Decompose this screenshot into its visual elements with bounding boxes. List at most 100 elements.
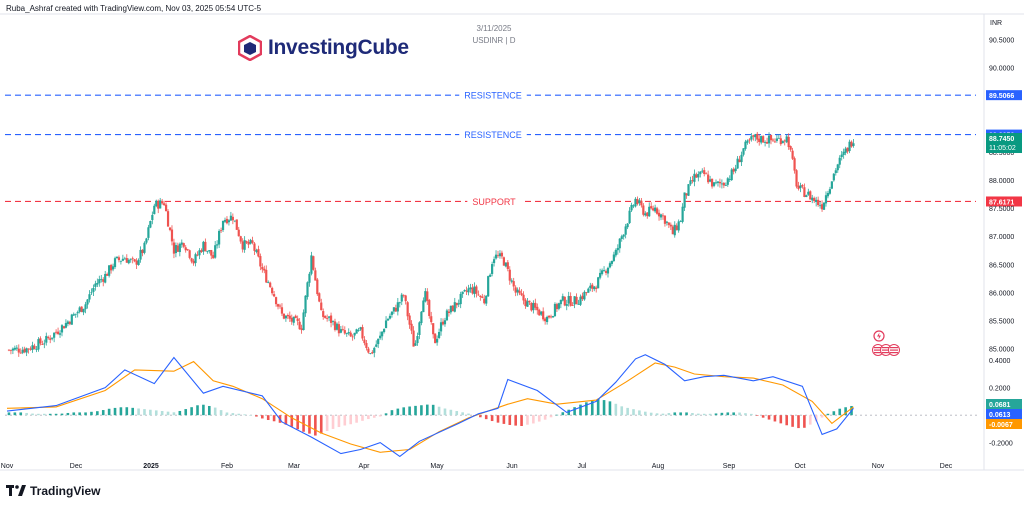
- candle-body: [373, 347, 376, 353]
- candle-body: [239, 236, 242, 242]
- price-tick-label: 85.0000: [989, 347, 1014, 354]
- macd-histogram-bar: [673, 412, 677, 416]
- candle-body: [522, 294, 525, 301]
- candle-body: [430, 316, 433, 323]
- candle-body: [333, 321, 337, 330]
- candle-body: [844, 148, 847, 153]
- macd-histogram-bar: [84, 412, 87, 416]
- candle-body: [292, 316, 295, 323]
- macd-histogram-bar: [154, 410, 158, 416]
- macd-histogram-bar: [420, 405, 423, 416]
- level-label-bg: [459, 129, 527, 142]
- candle-body: [848, 141, 851, 152]
- candle-body: [367, 348, 370, 353]
- macd-histogram-bar: [66, 412, 70, 416]
- macd-histogram-bar: [31, 413, 34, 416]
- macd-histogram-bar: [343, 415, 347, 426]
- candle-body: [826, 193, 830, 197]
- candle-body: [553, 303, 557, 316]
- candle-body: [43, 343, 46, 345]
- candle-body: [90, 292, 93, 294]
- macd-histogram-bar: [602, 400, 606, 416]
- candle-body: [549, 316, 553, 318]
- candle-body: [125, 258, 128, 263]
- candle-body: [577, 303, 580, 305]
- candle-body: [437, 331, 441, 338]
- macd-histogram-bar: [213, 407, 217, 416]
- candle-body: [377, 338, 380, 345]
- time-axis: Nov Dec 2025 Feb Mar Apr May Jun Jul Aug Sep Oct Nov…: [1, 463, 953, 470]
- macd-tick-label: 0.4000: [989, 358, 1011, 365]
- candle-body: [724, 185, 727, 187]
- level-label-bg: [459, 89, 527, 102]
- candle-body: [408, 315, 411, 325]
- candle-body: [457, 303, 460, 305]
- candle-body: [675, 225, 678, 230]
- macd-histogram-bar: [43, 413, 46, 416]
- candle-body: [7, 349, 11, 351]
- macd-histogram-bar: [90, 411, 93, 416]
- macd-histogram-bar: [361, 415, 364, 421]
- macd-histogram-bar: [414, 405, 417, 416]
- candle-body: [35, 349, 38, 350]
- resistance-label: RESISTENCE: [464, 91, 522, 101]
- candle-body: [445, 310, 449, 321]
- time-tick-label: Nov: [872, 463, 885, 470]
- candle-body: [223, 219, 227, 222]
- candle-body: [178, 243, 181, 253]
- candle-body: [267, 282, 270, 283]
- candle-body: [335, 323, 339, 330]
- candle-body: [612, 254, 615, 261]
- candle-body: [795, 170, 798, 187]
- candle-body: [565, 304, 568, 306]
- candle-body: [164, 204, 168, 212]
- candle-body: [542, 311, 545, 320]
- candle-body: [426, 291, 429, 301]
- candle-body: [695, 174, 698, 178]
- macd-histogram-bar: [626, 407, 629, 416]
- candle-body: [218, 230, 221, 245]
- macd-histogram-bar: [649, 412, 653, 416]
- macd-histogram-bar: [425, 404, 429, 416]
- candle-body: [626, 223, 629, 228]
- candle-body: [257, 249, 260, 257]
- macd-histogram-bar: [367, 415, 370, 420]
- candle-body: [465, 290, 468, 292]
- tradingview-logo: TradingView: [6, 484, 100, 498]
- macd-histogram-bar: [160, 411, 164, 416]
- candle-body: [789, 146, 792, 150]
- time-tick-label: Dec: [70, 463, 83, 470]
- macd-histogram-bar: [561, 412, 565, 416]
- candle-body: [206, 250, 209, 252]
- candle-body: [255, 250, 258, 252]
- candle-body: [106, 273, 109, 276]
- macd-histogram-bar: [284, 415, 288, 425]
- macd-histogram-bar: [555, 414, 559, 416]
- candle-body: [235, 219, 238, 230]
- candle-body: [622, 234, 625, 237]
- candle-body: [540, 311, 543, 315]
- candle-body: [121, 258, 124, 261]
- candle-body: [485, 295, 488, 304]
- candle-body: [375, 344, 378, 347]
- candle-body: [840, 154, 843, 158]
- candle-body: [701, 170, 704, 172]
- candle-body: [245, 241, 248, 243]
- macd-histogram-bar: [614, 403, 618, 416]
- candle-body: [98, 279, 101, 284]
- attribution-text: Ruba_Ashraf created with TradingView.com…: [6, 4, 262, 13]
- candle-body: [434, 333, 437, 344]
- candle-body: [345, 333, 348, 334]
- candle-body: [453, 302, 456, 312]
- candle-body: [516, 289, 519, 293]
- macd-histogram-bar: [514, 415, 517, 426]
- candle-body: [316, 279, 319, 295]
- price-tick-label: 86.0000: [989, 290, 1014, 297]
- candle-body: [357, 330, 360, 331]
- macd-histogram-bar: [113, 407, 117, 416]
- macd-line: [6, 354, 854, 458]
- candle-body: [449, 305, 452, 313]
- candle-body: [787, 136, 790, 148]
- macd-histogram-bar: [608, 401, 612, 416]
- candle-body: [657, 212, 661, 217]
